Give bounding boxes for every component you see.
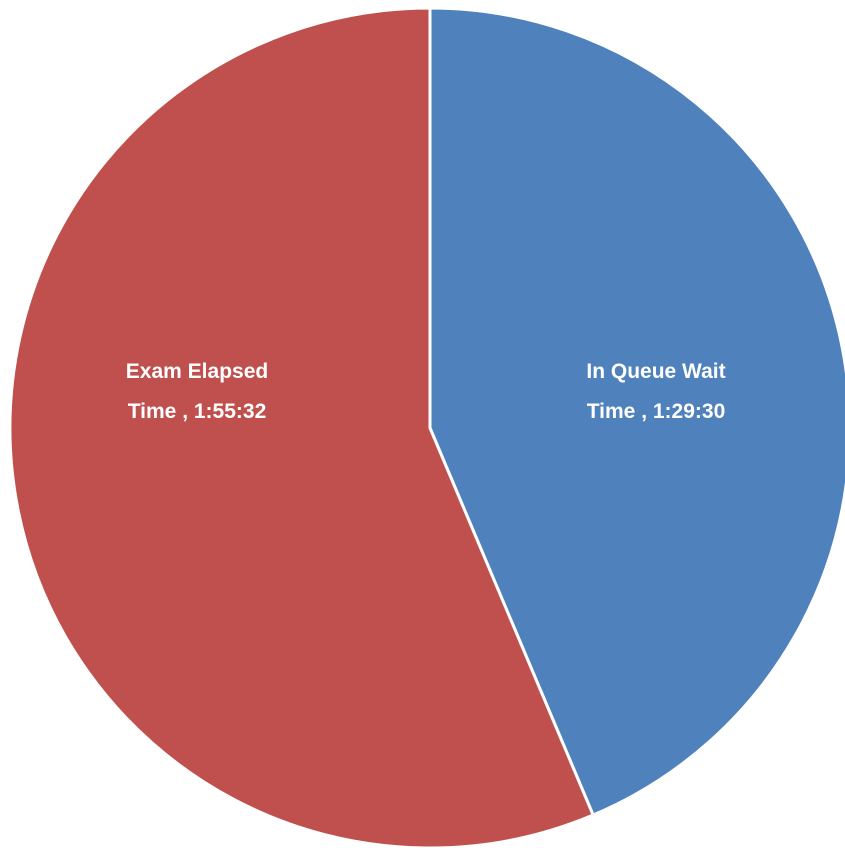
value-label: 1:29:30 [652,400,726,423]
category-name: In Queue Wait Time [586,360,726,423]
category-name: Exam Elapsed Time [125,360,269,423]
label-separator: , [635,400,653,423]
data-label: Exam Elapsed Time , 1:55:32 [105,352,289,432]
pie-slice [428,6,845,817]
label-separator: , [176,400,194,423]
pie-slice [8,6,596,848]
data-label: In Queue Wait Time , 1:29:30 [564,352,748,432]
value-label: 1:55:32 [193,400,267,423]
